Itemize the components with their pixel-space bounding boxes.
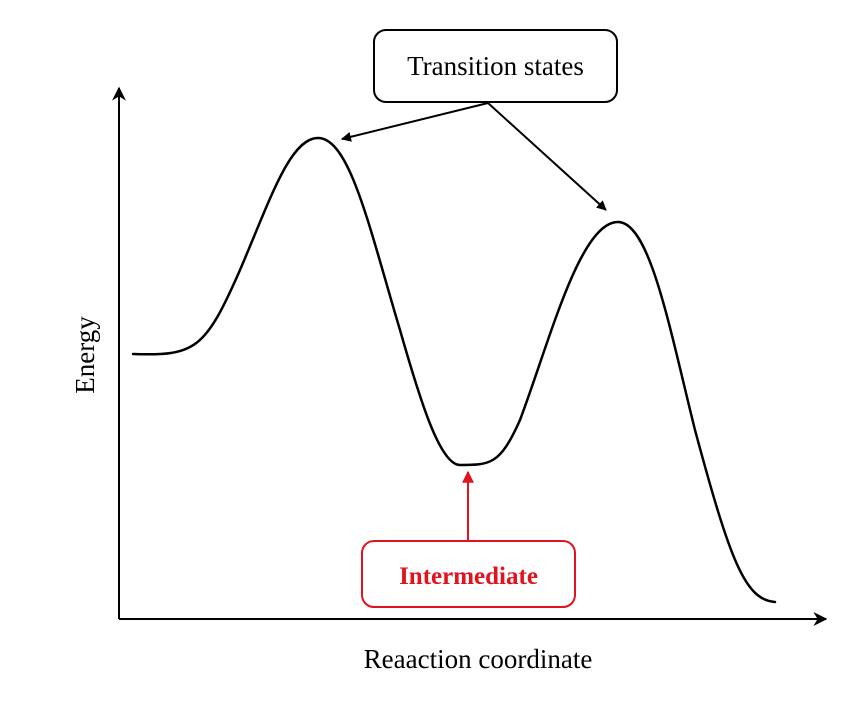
transition-states-label: Transition states	[407, 51, 584, 81]
energy-curve	[131, 136, 777, 604]
transition-states-box	[373, 29, 618, 103]
y-axis-label: Energy	[70, 316, 100, 394]
intermediate-label: Intermediate	[399, 563, 538, 590]
arrow-to-first-transition-state	[341, 102, 489, 142]
intermediate-box	[361, 540, 576, 608]
arrow-to-second-transition-state	[487, 102, 607, 211]
x-axis-label: Reaaction coordinate	[364, 644, 593, 674]
